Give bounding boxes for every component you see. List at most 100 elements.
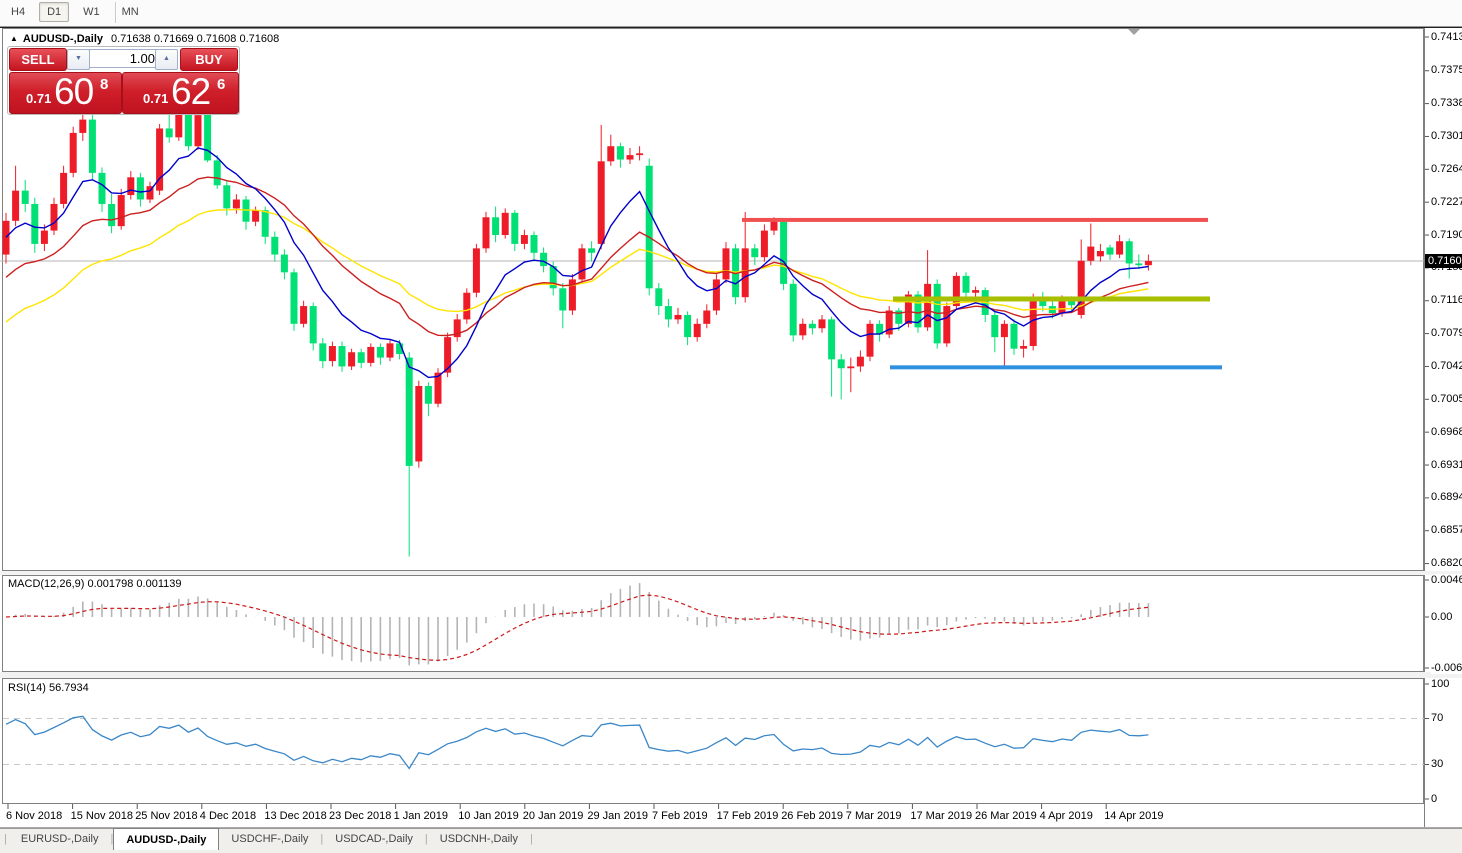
macd-signal-line <box>5 594 1149 661</box>
chart-tab-bar: | EURUSD-,Daily | AUDUSD-,Daily USDCHF-,Dai… <box>0 828 1462 853</box>
chart-shift-marker-icon[interactable] <box>1128 29 1140 35</box>
tab-usdchf[interactable]: USDCHF-,Daily <box>231 833 309 845</box>
timeframe-button-d1[interactable]: D1 <box>39 2 70 22</box>
macd-panel-border <box>2 575 1424 672</box>
date-axis-label: 4 Apr 2019 <box>1039 810 1093 822</box>
timeframe-button-h4[interactable]: H4 <box>11 6 26 18</box>
date-axis-label: 26 Feb 2019 <box>781 810 843 822</box>
tab-audusd[interactable]: AUDUSD-,Daily <box>113 828 220 850</box>
one-click-trading-panel: SELL ▼ 1.00 ▲ BUY 0.71 60 8 0.71 62 6 <box>7 46 240 115</box>
ma-slow-ema <box>5 208 1149 323</box>
toolbar-separator <box>115 2 117 23</box>
date-axis-label: 1 Jan 2019 <box>393 810 449 822</box>
date-axis-label: 15 Nov 2018 <box>70 810 133 822</box>
sell-button[interactable]: SELL <box>9 48 67 71</box>
chevron-up-icon: ▲ <box>163 55 170 62</box>
tab-divider: | <box>530 833 533 845</box>
date-axis-label: 26 Mar 2019 <box>975 810 1037 822</box>
date-axis-label: 23 Dec 2018 <box>329 810 392 822</box>
main-chart-panel-border <box>2 28 1424 571</box>
date-axis-label: 14 Apr 2019 <box>1104 810 1164 822</box>
timeframe-toolbar: H4 D1 W1 MN <box>0 0 1462 27</box>
date-axis-label: 4 Dec 2018 <box>199 810 257 822</box>
trade-panel-top-row: SELL ▼ 1.00 ▲ BUY <box>8 47 239 71</box>
tab-divider: | <box>424 833 428 845</box>
rsi-axis-tick: 70 <box>1431 712 1444 724</box>
date-axis-label: 29 Jan 2019 <box>587 810 648 822</box>
date-axis-label: 10 Jan 2019 <box>458 810 519 822</box>
rsi-label: RSI(14) 56.7934 <box>8 682 89 694</box>
date-axis-label: 17 Feb 2019 <box>716 810 779 822</box>
tab-bar-lead-divider: | <box>4 833 7 845</box>
tab-divider: | <box>110 833 114 845</box>
tab-usdcnh[interactable]: USDCNH-,Daily <box>439 833 518 845</box>
date-axis-label: 7 Feb 2019 <box>652 810 708 822</box>
chart-title: ▲ AUDUSD-,Daily 0.71638 0.71669 0.71608 0.… <box>10 33 279 45</box>
sell-price-base: 0.71 <box>26 91 52 106</box>
rsi-axis-tick: 30 <box>1431 758 1444 770</box>
pivot-line[interactable] <box>893 296 1210 302</box>
candles-layer <box>2 100 1152 557</box>
timeframe-button-mn[interactable]: MN <box>121 6 139 18</box>
volume-input[interactable]: 1.00 <box>89 49 159 68</box>
rsi-line <box>5 715 1149 770</box>
volume-decrease-button[interactable]: ▼ <box>67 49 90 70</box>
sell-price-big: 60 <box>54 71 94 112</box>
date-axis-label: 7 Mar 2019 <box>845 810 902 822</box>
support-line[interactable] <box>890 365 1222 370</box>
buy-price-display[interactable]: 0.71 62 6 <box>122 71 239 114</box>
date-axis-label: 13 Dec 2018 <box>264 810 327 822</box>
tab-eurusd[interactable]: EURUSD-,Daily <box>20 833 99 845</box>
rsi-axis-tick: 0 <box>1431 792 1438 805</box>
tab-usdcad[interactable]: USDCAD-,Daily <box>335 833 413 845</box>
macd-axis-tick: 0.00 <box>1431 610 1453 623</box>
date-axis-label: 25 Nov 2018 <box>135 810 198 822</box>
macd-label: MACD(12,26,9) 0.001798 0.001139 <box>8 578 182 590</box>
macd-values: 0.001798 0.001139 <box>87 578 182 590</box>
chevron-down-icon: ▼ <box>75 55 82 62</box>
sell-price-display[interactable]: 0.71 60 8 <box>9 71 122 114</box>
macd-histogram <box>14 583 1150 666</box>
rsi-value: 56.7934 <box>48 682 89 694</box>
timeframe-button-w1[interactable]: W1 <box>83 6 100 18</box>
buy-price-base: 0.71 <box>143 91 169 106</box>
rsi-panel-border <box>2 678 1424 804</box>
buy-price-big: 62 <box>171 71 211 112</box>
buy-button[interactable]: BUY <box>180 48 238 71</box>
collapse-triangle-icon[interactable]: ▲ <box>10 34 18 43</box>
date-axis-label: 17 Mar 2019 <box>910 810 973 822</box>
rsi-axis-tick: 100 <box>1431 677 1450 690</box>
chart-ohlc-values: 0.71638 0.71669 0.71608 0.71608 <box>111 33 280 45</box>
date-axis-label: 6 Nov 2018 <box>6 810 63 822</box>
resistance-line[interactable] <box>742 217 1208 222</box>
date-axis-label: 20 Jan 2019 <box>522 810 584 822</box>
splitter-macd-rsi[interactable] <box>0 672 1462 678</box>
splitter-main-macd[interactable] <box>0 571 1462 575</box>
macd-axis-tick: -0.00639 <box>1431 661 1462 674</box>
macd-axis-tick: 0.004694 <box>1431 573 1462 586</box>
buy-price-pips: 6 <box>217 76 226 93</box>
volume-increase-button[interactable]: ▲ <box>155 49 178 70</box>
sell-price-pips: 8 <box>100 76 109 93</box>
ma-fast-ema <box>5 147 1149 379</box>
tab-divider: | <box>320 833 324 845</box>
ma-medium-ema <box>5 176 1149 337</box>
